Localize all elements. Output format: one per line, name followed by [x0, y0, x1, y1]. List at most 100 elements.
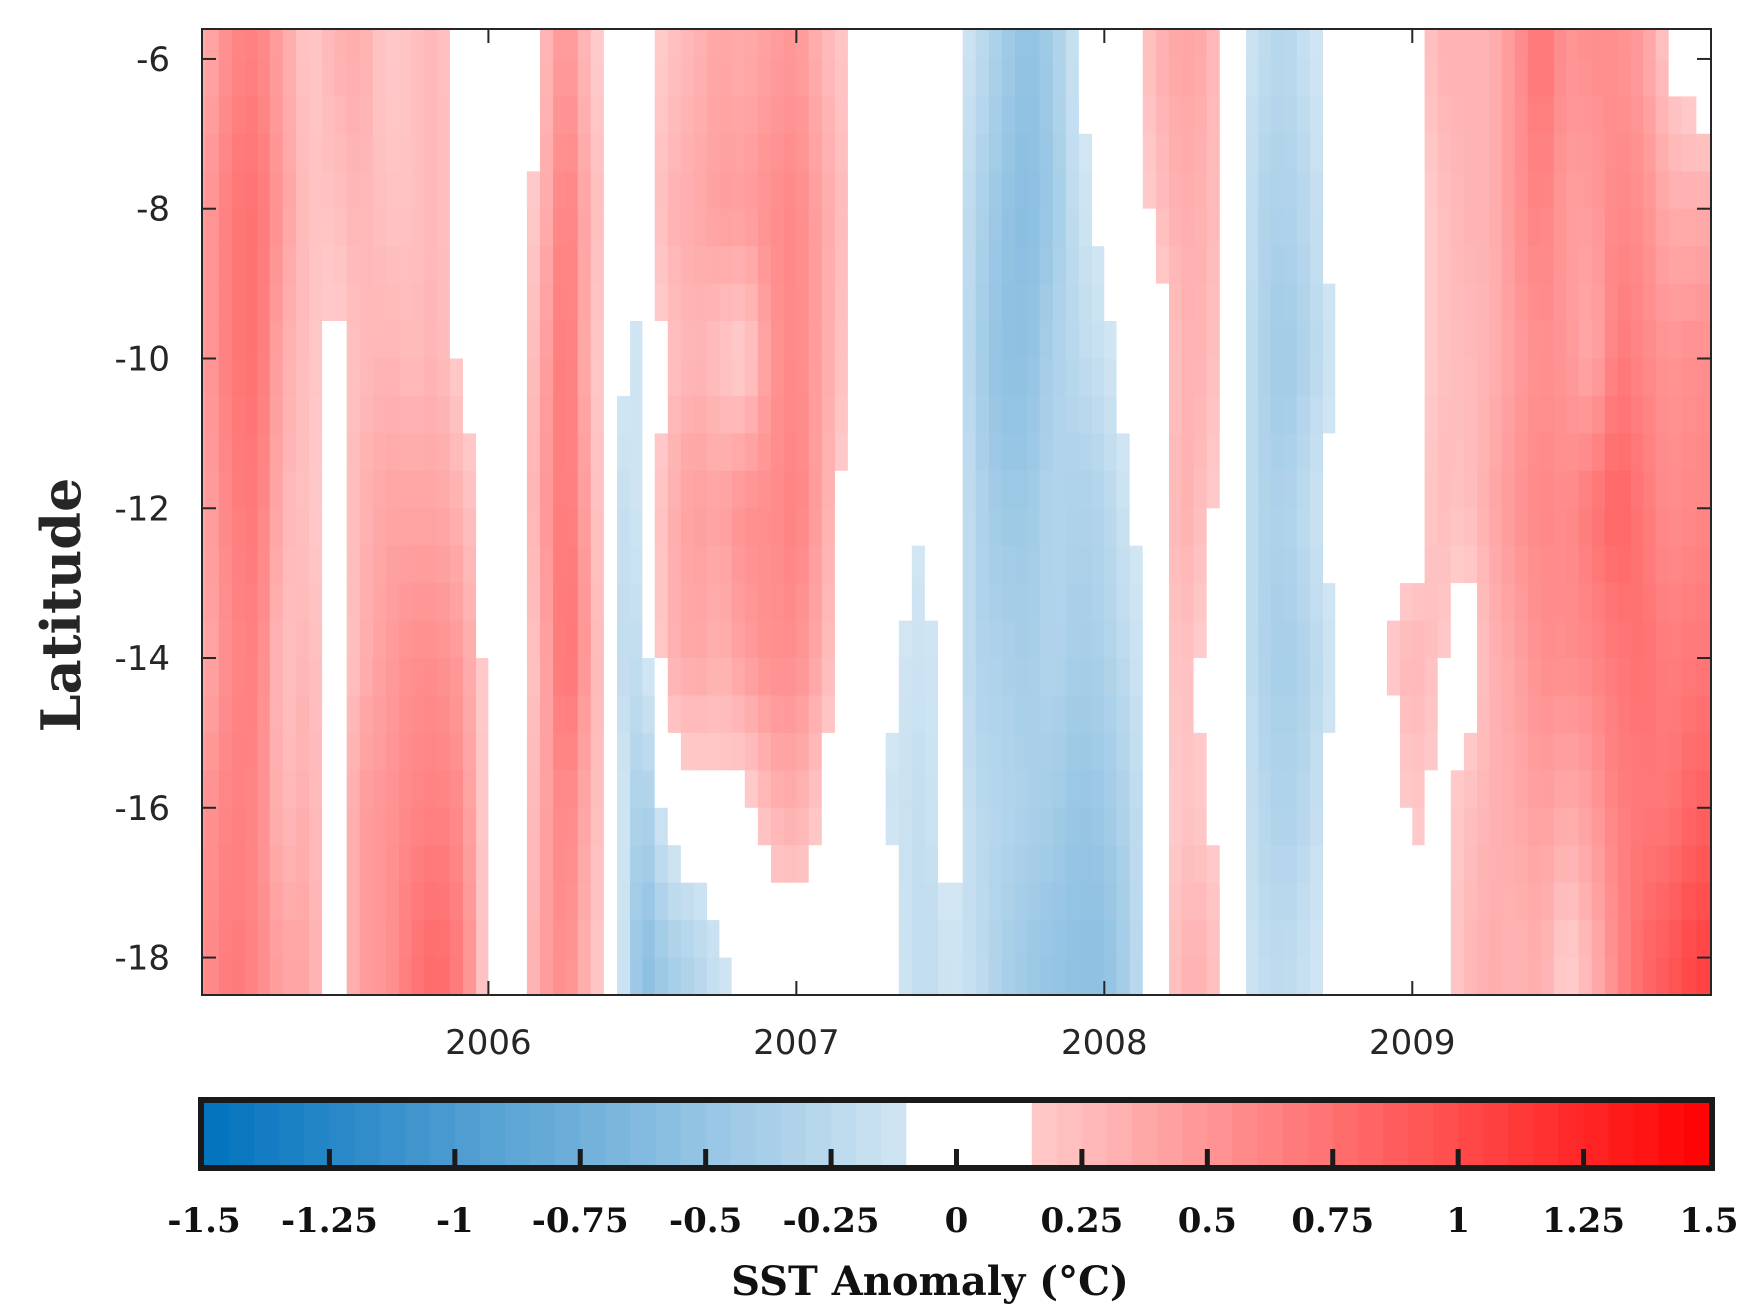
heatmap-cell [411, 732, 425, 772]
heatmap-cell [1142, 321, 1157, 360]
heatmap-cell [205, 920, 220, 959]
heatmap-cell [1246, 882, 1260, 921]
heatmap-cell [1270, 321, 1285, 360]
heatmap-cell [205, 246, 220, 285]
heatmap-cell [463, 583, 477, 622]
heatmap-cell [1412, 583, 1426, 622]
heatmap-cell [1027, 59, 1041, 98]
heatmap-cell [1232, 283, 1247, 322]
heatmap-cell [1696, 545, 1712, 584]
heatmap-cell [282, 433, 297, 472]
heatmap-cell [784, 658, 798, 697]
heatmap-cell [1527, 658, 1542, 697]
colorbar-segment [730, 1103, 757, 1165]
heatmap-cell [1668, 545, 1683, 584]
heatmap-cell [1477, 658, 1491, 697]
heatmap-cell [500, 807, 515, 846]
heatmap-cell [885, 658, 900, 697]
heatmap-cell [359, 29, 374, 60]
heatmap-cell [1437, 695, 1452, 734]
heatmap-cell [1668, 29, 1683, 60]
heatmap-cell [834, 545, 849, 584]
heatmap-cell [463, 395, 477, 435]
heatmap-cell [1169, 957, 1183, 996]
heatmap-cell [1553, 29, 1567, 60]
heatmap-cell [707, 321, 721, 360]
heatmap-cell [950, 695, 964, 734]
heatmap-cell [1553, 358, 1567, 397]
heatmap-cell [1412, 395, 1426, 435]
heatmap-cell [938, 433, 952, 472]
heatmap-cell [1617, 732, 1632, 772]
heatmap-cell [1078, 882, 1093, 921]
heatmap-cell [1181, 321, 1195, 360]
heatmap-cell [295, 845, 310, 884]
heatmap-cell [1360, 695, 1375, 734]
heatmap-cell [731, 845, 746, 884]
heatmap-cell [1052, 208, 1067, 247]
heatmap-cell [1386, 208, 1401, 247]
heatmap-cell [719, 321, 733, 360]
heatmap-cell [1604, 283, 1619, 322]
heatmap-cell [962, 395, 977, 435]
heatmap-cell [1027, 845, 1041, 884]
heatmap-cell [359, 882, 374, 921]
heatmap-cell [898, 433, 913, 472]
heatmap-cell [257, 358, 271, 397]
heatmap-cell [654, 283, 669, 322]
heatmap-cell [1078, 770, 1093, 809]
heatmap-cell [847, 583, 862, 622]
heatmap-cell [232, 695, 246, 734]
heatmap-cell [1591, 133, 1606, 172]
heatmap-cell [346, 96, 361, 135]
heatmap-cell [1039, 545, 1054, 584]
heatmap-cell [707, 807, 721, 846]
heatmap-cell [667, 283, 682, 322]
heatmap-cell [885, 770, 900, 809]
heatmap-cell [861, 433, 875, 472]
heatmap-cell [1373, 882, 1388, 921]
heatmap-cell [1347, 395, 1362, 435]
heatmap-cell [911, 133, 926, 172]
heatmap-cell [1258, 807, 1272, 846]
heatmap-cell [423, 658, 438, 697]
heatmap-cell [590, 133, 605, 172]
heatmap-cell [744, 695, 759, 734]
heatmap-cell [513, 882, 528, 921]
heatmap-cell [873, 96, 887, 135]
heatmap-cell [309, 470, 323, 509]
heatmap-cell [218, 658, 233, 697]
heatmap-cell [667, 321, 682, 360]
heatmap-cell [449, 59, 464, 98]
heatmap-cell [553, 882, 567, 921]
heatmap-cell [1347, 583, 1362, 622]
heatmap-cell [295, 695, 310, 734]
heatmap-cell [1039, 508, 1054, 547]
heatmap-cell [1001, 583, 1016, 622]
heatmap-cell [411, 133, 425, 172]
heatmap-cell [205, 658, 220, 697]
heatmap-cell [1015, 882, 1029, 921]
heatmap-cell [1092, 208, 1106, 247]
heatmap-cell [1696, 957, 1712, 996]
heatmap-cell [1360, 658, 1375, 697]
heatmap-cell [950, 770, 964, 809]
heatmap-cell [245, 695, 259, 734]
heatmap-cell [245, 246, 259, 285]
heatmap-cell [1052, 395, 1067, 435]
heatmap-cell [1437, 470, 1452, 509]
heatmap-cell [784, 208, 798, 247]
heatmap-cell [694, 583, 708, 622]
heatmap-cell [1129, 470, 1144, 509]
heatmap-cell [1283, 470, 1298, 509]
heatmap-cell [540, 957, 554, 996]
heatmap-cell [1015, 807, 1029, 846]
heatmap-cell [667, 246, 682, 285]
heatmap-cell [245, 957, 259, 996]
heatmap-cell [463, 620, 477, 659]
heatmap-cell [1219, 208, 1234, 247]
heatmap-cell [309, 358, 323, 397]
heatmap-cell [346, 882, 361, 921]
heatmap-cell [1514, 208, 1529, 247]
heatmap-cell [411, 620, 425, 659]
